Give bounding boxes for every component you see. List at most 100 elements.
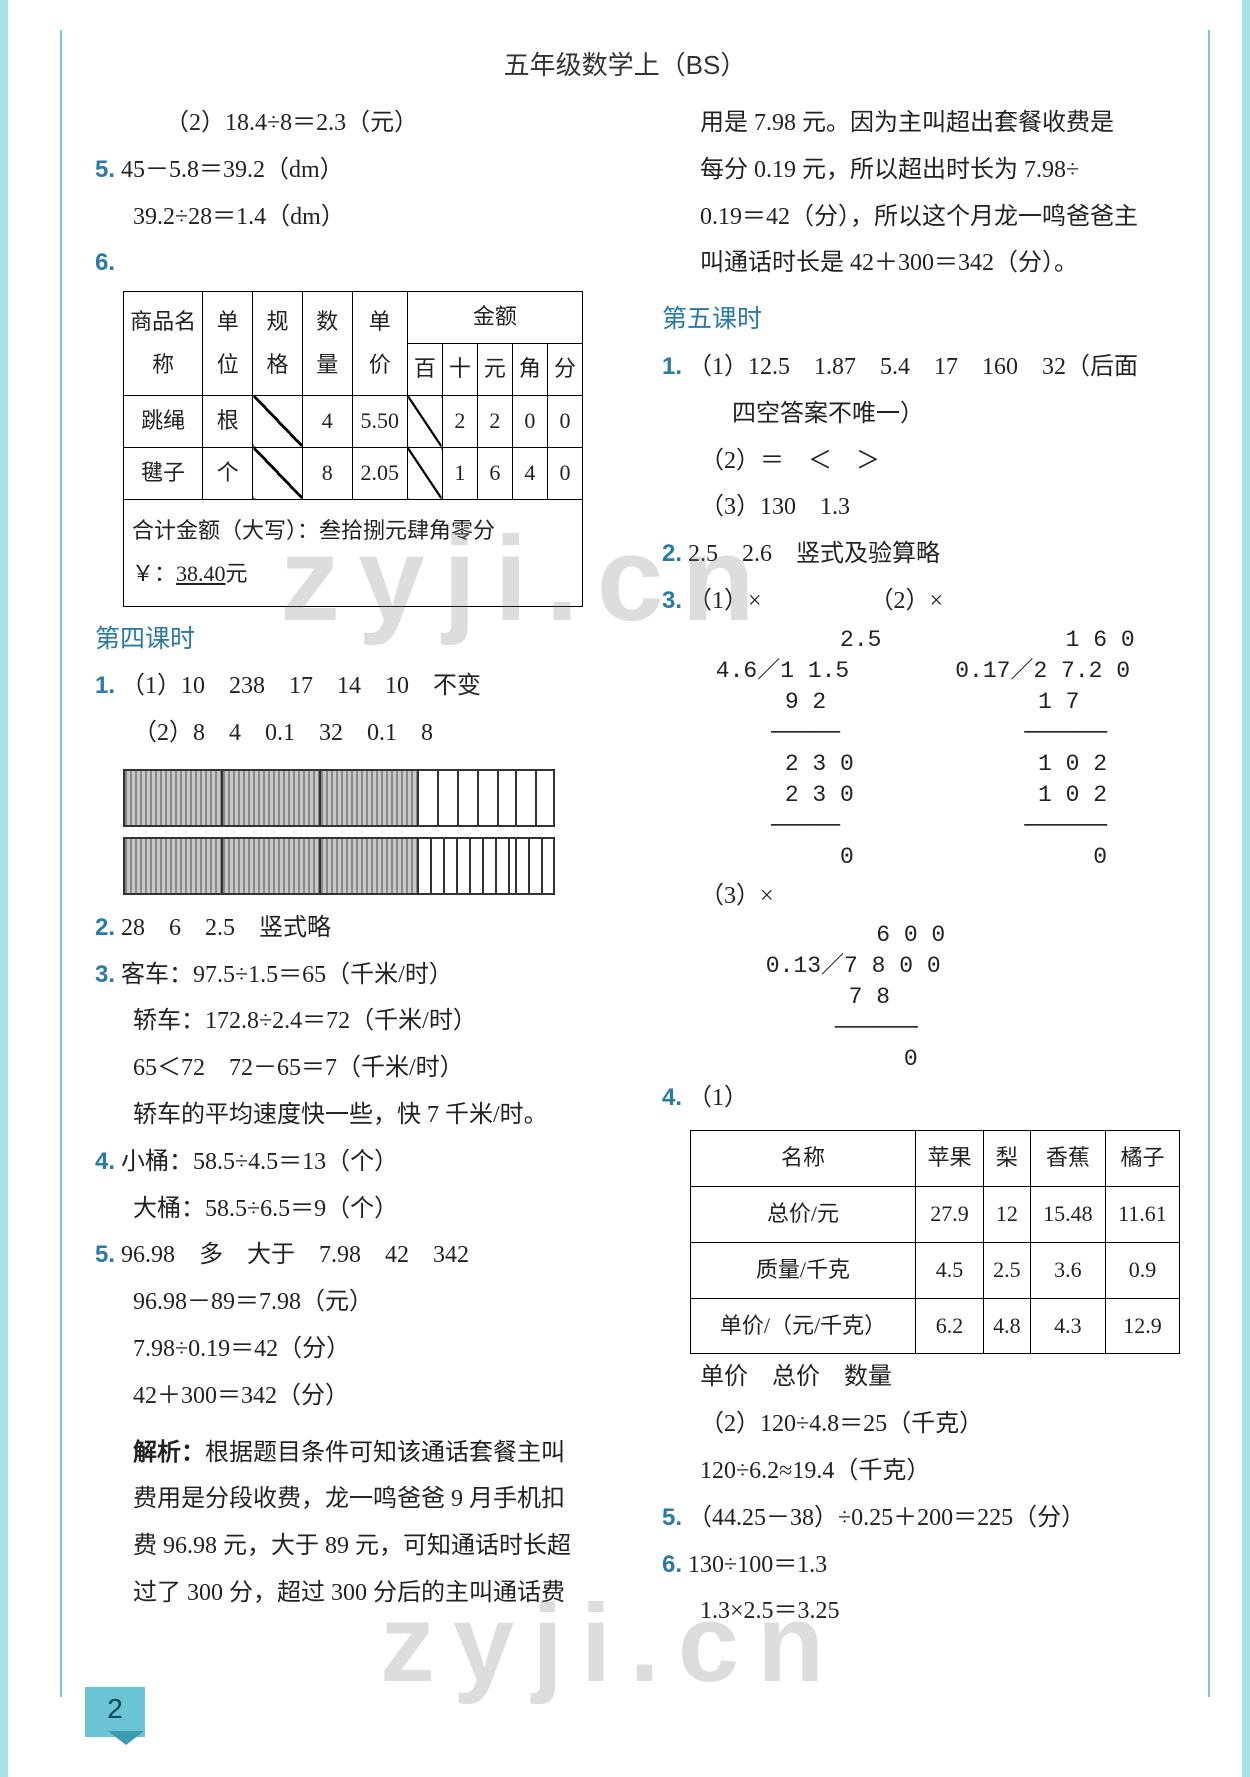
bar-seg-empty [515, 837, 555, 895]
text: （44.25－38）÷0.25＋200＝225（分） [688, 1505, 1085, 1531]
yuan-suffix: 元 [226, 561, 248, 586]
text: （2）120÷4.8＝25（千克） [662, 1401, 1180, 1448]
page-container: 五年级数学上（BS） zyji.cn zyji.cn （2）18.4÷8＝2.3… [0, 0, 1250, 1777]
qnum: 3. [662, 587, 682, 614]
qnum: 2. [662, 540, 682, 567]
long-division-2: 1 6 0 0.17／2 7.2 0 1 7 ────── 1 0 2 1 0 … [941, 625, 1134, 873]
text: 费用是分段收费，龙一鸣爸爸 9 月手机扣 [95, 1476, 612, 1523]
bar-seg [123, 837, 223, 895]
th: 金额 [407, 292, 582, 344]
th: 名称 [691, 1130, 916, 1186]
bar-row-2 [123, 837, 612, 895]
text: （3）× [662, 873, 1180, 920]
cell: 11.61 [1105, 1186, 1179, 1242]
total-cn: 合计金额（大写）：叁拾捌元肆角零分 [132, 510, 574, 553]
cell: 跳绳 [124, 395, 203, 447]
cell: 2.5 [983, 1242, 1030, 1298]
text: 轿车：172.8÷2.4＝72（千米/时） [95, 998, 612, 1045]
th: 规格 [253, 292, 303, 396]
th: 商品名称 [124, 292, 203, 396]
bar-seg-empty [515, 769, 555, 827]
page-header: 五年级数学上（BS） [0, 45, 1250, 82]
text: 65＜72 72－65＝7（千米/时） [95, 1045, 612, 1092]
text: （1）× [688, 588, 762, 614]
analysis-label: 解析： [133, 1439, 205, 1466]
th: 角 [512, 344, 547, 396]
text: 96.98 多 大于 7.98 42 342 [121, 1242, 469, 1268]
cell: 5.50 [352, 395, 407, 447]
cell: 4.5 [915, 1242, 983, 1298]
cell: 单价/（元/千克） [691, 1298, 916, 1354]
qnum: 1. [662, 353, 682, 380]
cell: 4.8 [983, 1298, 1030, 1354]
text: 过了 300 分，超过 300 分后的主叫通话费 [95, 1570, 612, 1617]
text: 7.98÷0.19＝42（分） [95, 1326, 612, 1373]
cell: 质量/千克 [691, 1242, 916, 1298]
goods-table: 商品名称 单位 规格 数量 单价 金额 百 十 元 角 分 跳绳 根 [123, 291, 583, 606]
right-column: 用是 7.98 元。因为主叫超出套餐收费是 每分 0.19 元，所以超出时长为 … [662, 100, 1180, 1635]
section-5-title: 第五课时 [662, 295, 1180, 344]
th: 百 [407, 344, 442, 396]
cell: 6.2 [915, 1298, 983, 1354]
text: 小桶：58.5÷4.5＝13（个） [121, 1149, 398, 1175]
bar-row-1 [123, 769, 612, 827]
long-division-row: 2.5 4.6／1 1.5 9 2 ───── 2 3 0 2 3 0 ────… [702, 625, 1180, 873]
th: 苹果 [915, 1130, 983, 1186]
total-text: 合计金额（大写）：叁拾捌元肆角零分 ￥：38.40元 [124, 499, 583, 606]
text: 根据题目条件可知该通话套餐主叫 [205, 1440, 565, 1466]
th: 十 [442, 344, 477, 396]
cell: 2 [477, 395, 512, 447]
text: 130÷100＝1.3 [688, 1552, 827, 1578]
th: 分 [547, 344, 582, 396]
text: 96.98－89＝7.98（元） [95, 1279, 612, 1326]
cell: 6 [477, 447, 512, 499]
text: （1）10 238 17 14 10 不变 [121, 673, 481, 699]
bar-seg-empty [417, 837, 517, 895]
text: （2）× [882, 588, 944, 614]
text: 费 96.98 元，大于 89 元，可知通话时长超 [95, 1523, 612, 1570]
text: 用是 7.98 元。因为主叫超出套餐收费是 [662, 100, 1180, 147]
qnum: 4. [662, 1084, 682, 1111]
text: 轿车的平均速度快一些，快 7 千米/时。 [95, 1092, 612, 1139]
cell: 2 [442, 395, 477, 447]
cell: 27.9 [915, 1186, 983, 1242]
long-division-1: 2.5 4.6／1 1.5 9 2 ───── 2 3 0 2 3 0 ────… [702, 625, 881, 873]
text: 45－5.8＝39.2（dm） [121, 157, 344, 183]
fruit-table: 名称 苹果 梨 香蕉 橘子 总价/元 27.9 12 15.48 11.61 质… [690, 1130, 1180, 1355]
cell: 总价/元 [691, 1186, 916, 1242]
qnum: 5. [662, 1504, 682, 1531]
th: 香蕉 [1030, 1130, 1105, 1186]
cell: 12 [983, 1186, 1030, 1242]
text: 每分 0.19 元，所以超出时长为 7.98÷ [662, 147, 1180, 194]
qnum: 6. [662, 1551, 682, 1578]
th: 单价 [352, 292, 407, 396]
text: 单价 总价 数量 [662, 1354, 1180, 1401]
qnum: 5. [95, 1241, 115, 1268]
qnum: 3. [95, 961, 115, 988]
bar-seg [221, 837, 321, 895]
cell: 个 [203, 447, 253, 499]
bar-seg [123, 769, 223, 827]
fraction-bars [123, 769, 612, 895]
th: 橘子 [1105, 1130, 1179, 1186]
text: 四空答案不唯一） [662, 391, 1180, 438]
th: 数量 [302, 292, 352, 396]
cell-diagonal [407, 447, 442, 499]
bar-seg [319, 837, 419, 895]
text: 客车：97.5÷1.5＝65（千米/时） [121, 962, 453, 988]
cell: 2.05 [352, 447, 407, 499]
page-number-ribbon [108, 1731, 144, 1745]
text: （2）＝ ＜ ＞ [662, 438, 1180, 485]
th: 单位 [203, 292, 253, 396]
cell-diagonal [253, 447, 303, 499]
text: 28 6 2.5 竖式略 [121, 915, 331, 941]
cell: 4.3 [1030, 1298, 1105, 1354]
cell: 0 [547, 447, 582, 499]
cell: 毽子 [124, 447, 203, 499]
text: 120÷6.2≈19.4（千克） [662, 1448, 1180, 1495]
qnum: 1. [95, 672, 115, 699]
text: 42＋300＝342（分） [95, 1373, 612, 1420]
section-4-title: 第四课时 [95, 615, 612, 664]
cell-diagonal [253, 395, 303, 447]
text: （1）12.5 1.87 5.4 17 160 32（后面 [688, 354, 1138, 380]
